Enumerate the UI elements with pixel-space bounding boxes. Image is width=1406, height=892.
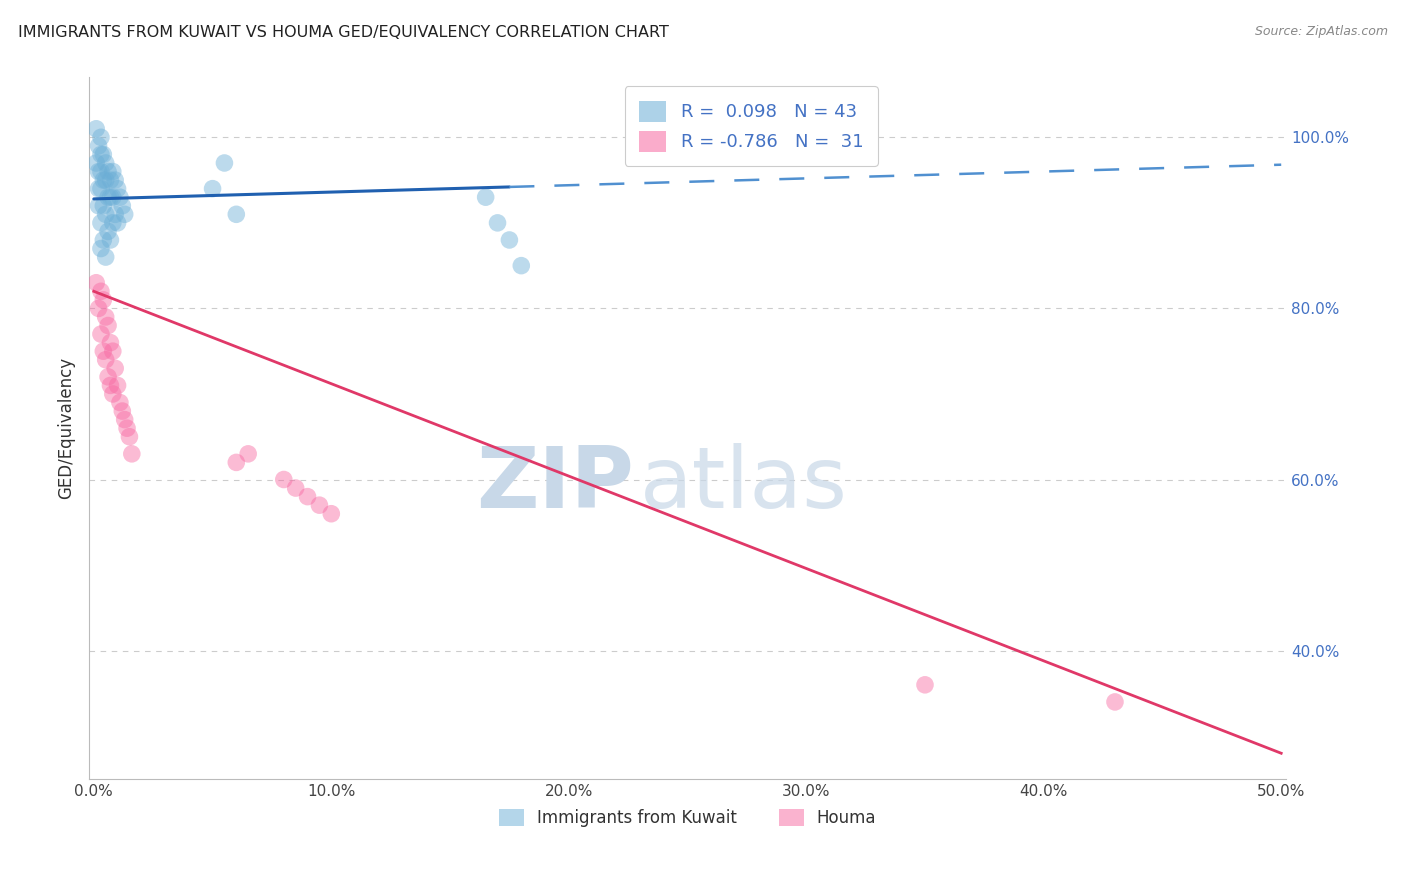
Point: [107, 216, 129, 230]
Point: [101, 344, 124, 359]
Point: [101, 190, 124, 204]
Point: [225, 207, 247, 221]
Text: IMMIGRANTS FROM KUWAIT VS HOUMA GED/EQUIVALENCY CORRELATION CHART: IMMIGRANTS FROM KUWAIT VS HOUMA GED/EQUI…: [18, 25, 669, 40]
Point: [107, 378, 129, 392]
Point: [84, 156, 107, 170]
Point: [90, 216, 112, 230]
Point: [101, 216, 124, 230]
Point: [108, 395, 131, 409]
Point: [84, 276, 107, 290]
Point: [114, 207, 136, 221]
Point: [87, 301, 110, 316]
Point: [97, 318, 120, 333]
Point: [100, 190, 122, 204]
Point: [94, 310, 117, 324]
Point: [91, 147, 114, 161]
Point: [214, 156, 236, 170]
Point: [121, 447, 143, 461]
Point: [498, 233, 520, 247]
Point: [486, 216, 509, 230]
Point: [201, 181, 224, 195]
Point: [101, 164, 124, 178]
Point: [91, 233, 114, 247]
Point: [90, 285, 112, 299]
Point: [284, 481, 307, 495]
Point: [94, 352, 117, 367]
Point: [97, 190, 120, 204]
Point: [97, 224, 120, 238]
Point: [91, 173, 114, 187]
Point: [97, 369, 120, 384]
Point: [94, 207, 117, 221]
Point: [94, 156, 117, 170]
Point: [94, 173, 117, 187]
Point: [308, 498, 330, 512]
Point: [94, 250, 117, 264]
Point: [225, 455, 247, 469]
Legend: Immigrants from Kuwait, Houma: Immigrants from Kuwait, Houma: [492, 802, 883, 834]
Point: [91, 344, 114, 359]
Point: [238, 447, 260, 461]
Point: [87, 139, 110, 153]
Point: [90, 147, 112, 161]
Point: [474, 190, 496, 204]
Point: [104, 173, 127, 187]
Point: [321, 507, 343, 521]
Point: [91, 293, 114, 307]
Point: [90, 242, 112, 256]
Point: [100, 233, 122, 247]
Point: [101, 387, 124, 401]
Point: [91, 199, 114, 213]
Point: [87, 181, 110, 195]
Point: [90, 164, 112, 178]
Y-axis label: GED/Equivalency: GED/Equivalency: [58, 357, 75, 500]
Point: [107, 181, 129, 195]
Point: [108, 190, 131, 204]
Point: [114, 412, 136, 426]
Point: [111, 199, 134, 213]
Point: [100, 173, 122, 187]
Point: [100, 378, 122, 392]
Point: [510, 259, 533, 273]
Text: atlas: atlas: [640, 442, 848, 525]
Point: [97, 164, 120, 178]
Point: [1104, 695, 1126, 709]
Text: ZIP: ZIP: [475, 442, 634, 525]
Point: [84, 121, 107, 136]
Point: [914, 678, 936, 692]
Point: [100, 335, 122, 350]
Point: [87, 199, 110, 213]
Point: [111, 404, 134, 418]
Point: [273, 473, 295, 487]
Point: [90, 181, 112, 195]
Point: [104, 361, 127, 376]
Text: Source: ZipAtlas.com: Source: ZipAtlas.com: [1254, 25, 1388, 38]
Point: [87, 164, 110, 178]
Point: [297, 490, 319, 504]
Point: [104, 207, 127, 221]
Point: [90, 327, 112, 342]
Point: [90, 130, 112, 145]
Point: [118, 430, 141, 444]
Point: [115, 421, 138, 435]
